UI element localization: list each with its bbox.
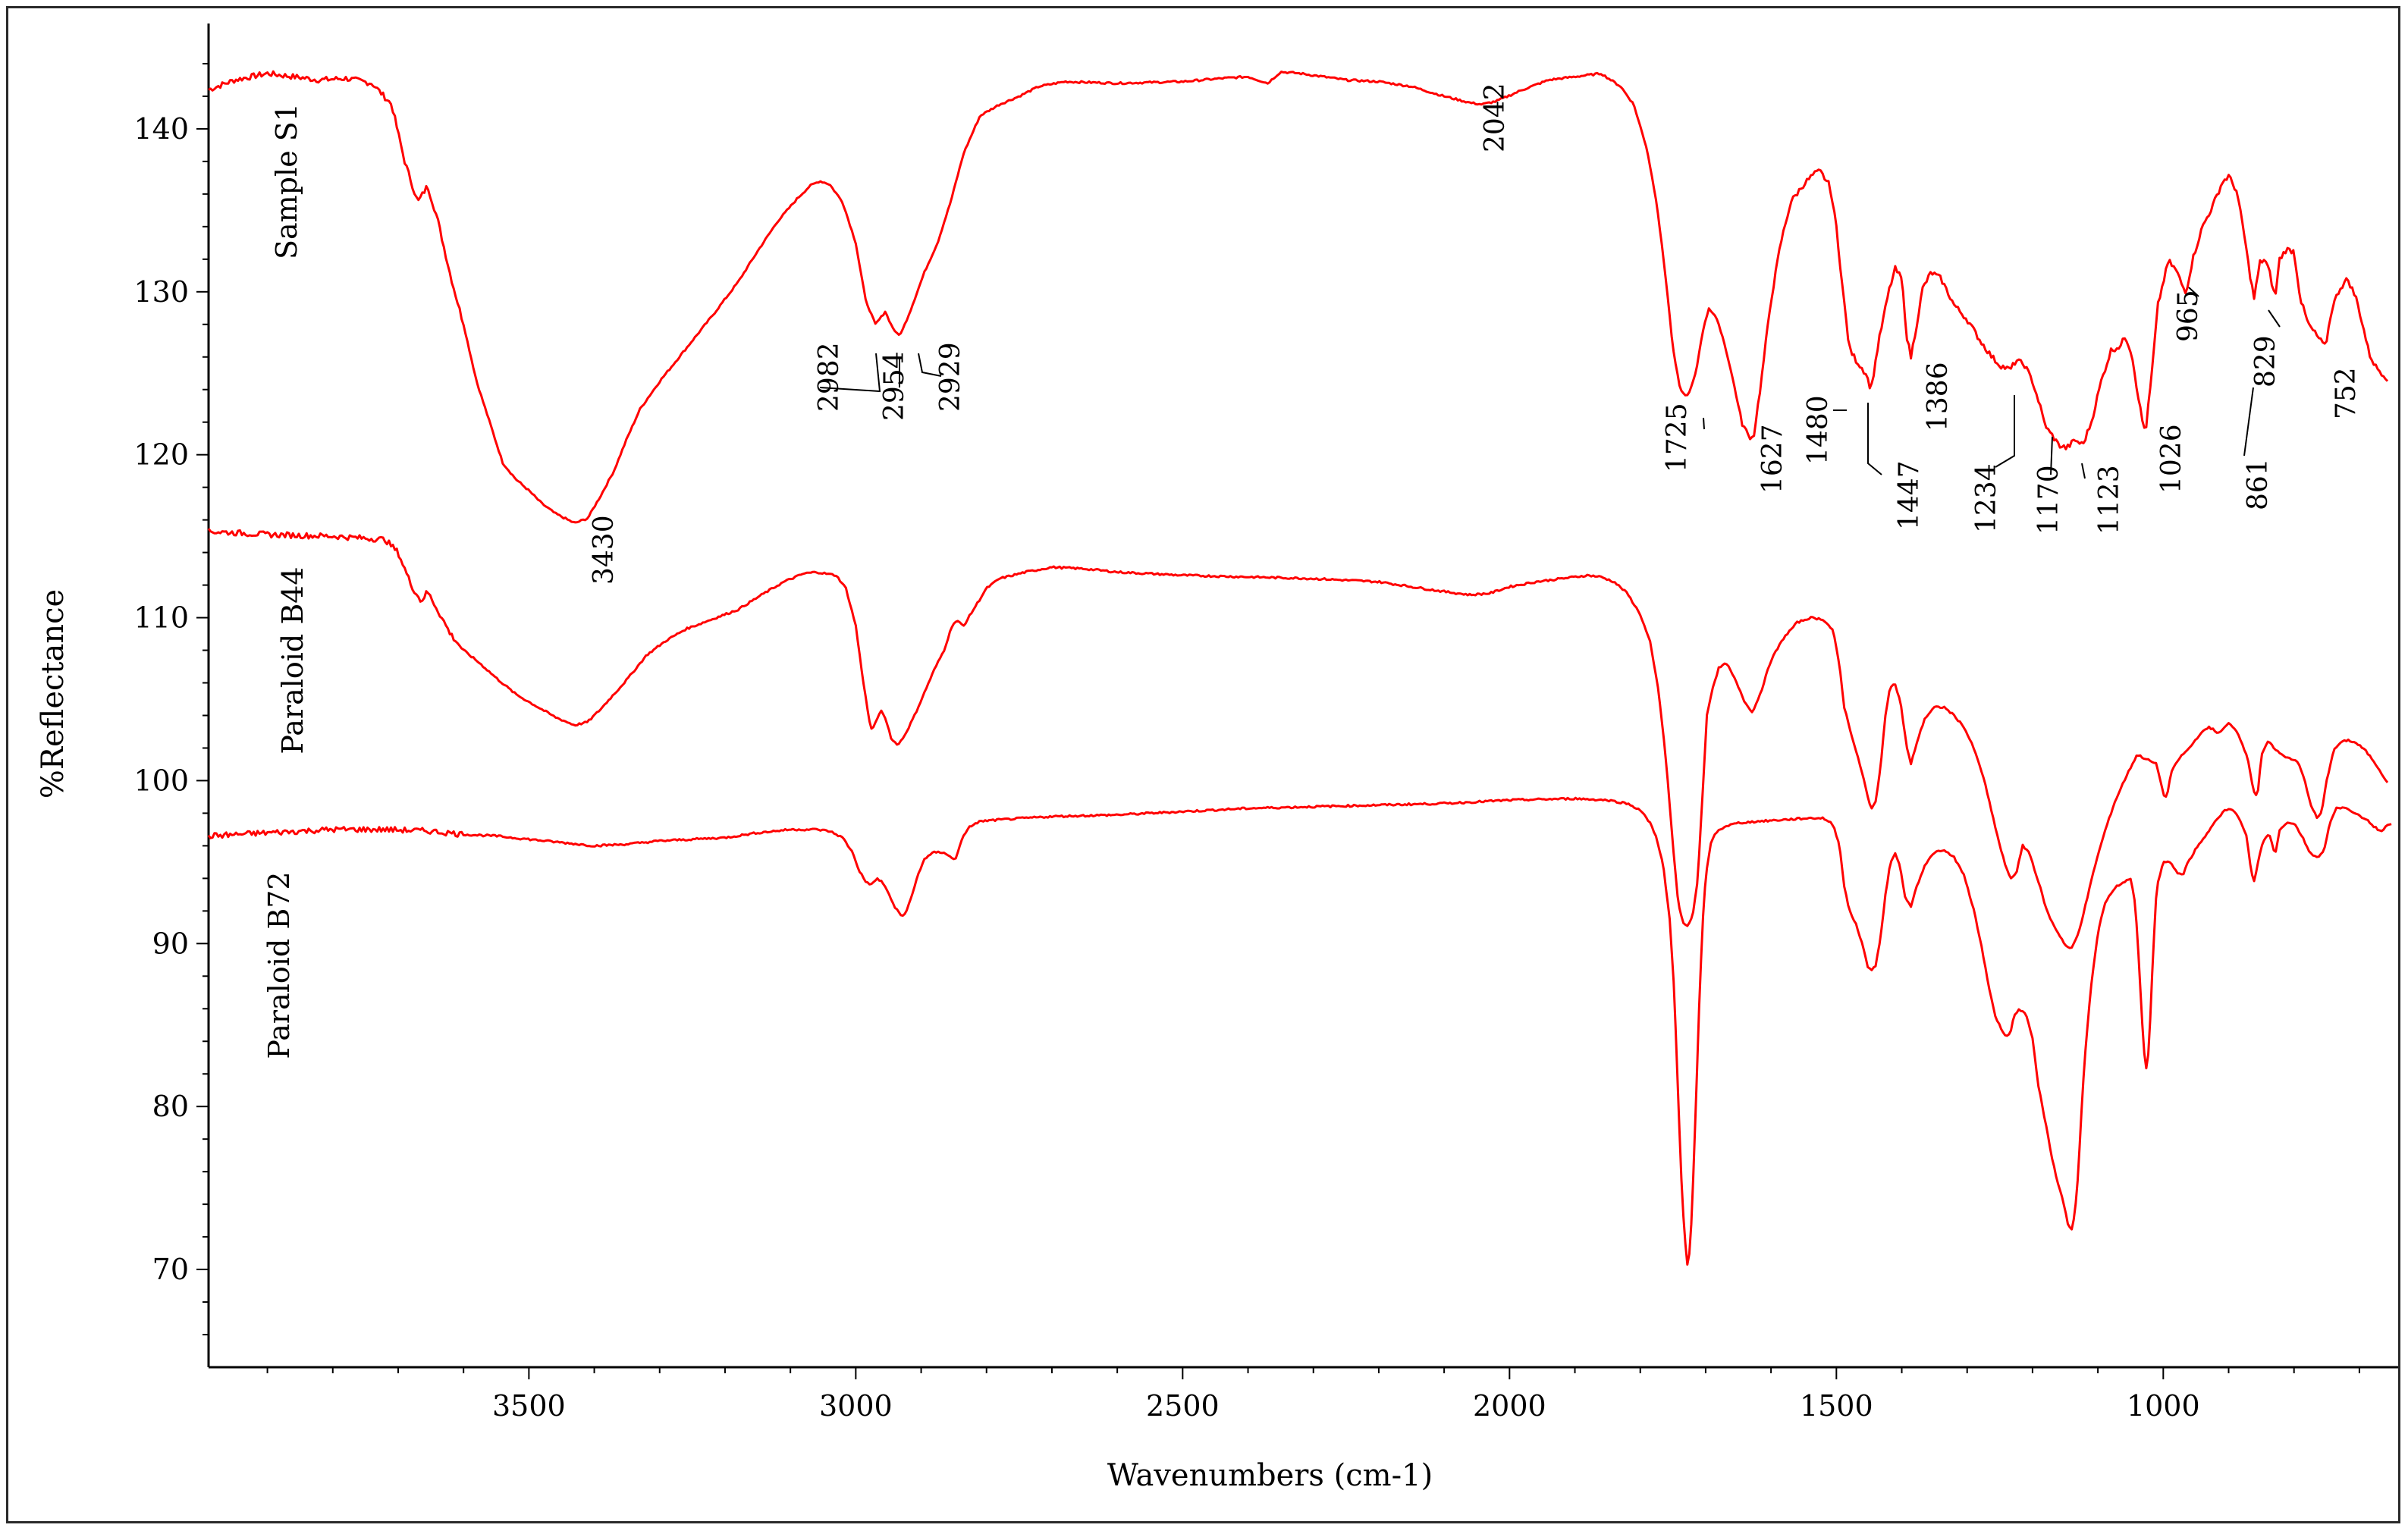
y-tick-label: 80 (152, 1090, 189, 1123)
peak-label: 2982 (814, 342, 845, 412)
y-tick-label: 90 (152, 927, 189, 960)
peak-leader-line (2081, 463, 2086, 479)
x-axis-title: Wavenumbers (cm-1) (1107, 1458, 1433, 1493)
peak-leader-line (2050, 436, 2053, 475)
peak-label: 1627 (1757, 424, 1788, 494)
series-line-2 (207, 528, 2389, 949)
peak-label: 829 (2250, 335, 2281, 387)
ftir-spectrum-chart: 70 80 90 100 110 120 130 140 3500 3000 2500 2000 150… (36, 24, 2398, 1493)
x-tick-label: 2000 (1473, 1389, 1546, 1423)
peak-leader-line (1867, 403, 1882, 475)
peak-label: 861 (2243, 458, 2274, 510)
y-tick-label: 140 (133, 112, 189, 146)
series-line-3 (207, 796, 2392, 1266)
series-line-1 (208, 70, 2389, 524)
label-layer: Sample S1 Paraloid B44 Paraloid B72 3430 298… (262, 83, 2362, 1059)
peak-leader-line (819, 353, 881, 393)
peak-leader-lines (819, 287, 2281, 479)
peak-leader-line (1995, 395, 2015, 468)
peak-label: 1026 (2156, 424, 2187, 494)
peak-label: 1234 (1971, 463, 2002, 533)
y-tick-label: 130 (133, 275, 189, 309)
peak-leader-line (1703, 417, 1705, 430)
x-tick-label: 1500 (1800, 1389, 1873, 1423)
peak-leader-line (2243, 387, 2254, 456)
peak-label: 752 (2331, 367, 2362, 419)
peak-label: 2954 (879, 351, 910, 421)
peak-label: 1447 (1894, 460, 1925, 530)
y-tick-label: 100 (133, 764, 189, 797)
peak-leader-line (918, 353, 942, 377)
y-tick-label: 120 (133, 438, 189, 472)
peak-label: 1725 (1662, 403, 1693, 472)
y-tick-label: 70 (152, 1253, 189, 1286)
peak-label: 1386 (1923, 362, 1954, 431)
peak-label: 1123 (2094, 465, 2125, 535)
peak-label: 3430 (589, 515, 620, 585)
axes: 70 80 90 100 110 120 130 140 3500 3000 2500 2000 150… (133, 24, 2398, 1423)
series-label: Paraloid B44 (276, 566, 309, 754)
series-layer (207, 70, 2392, 1266)
peak-label: 2929 (935, 342, 966, 412)
y-tick-label: 110 (133, 601, 189, 635)
peak-leader-line (2268, 309, 2281, 328)
x-tick-label: 3000 (819, 1389, 893, 1423)
peak-label: 1170 (2033, 465, 2064, 535)
chart-frame: 70 80 90 100 110 120 130 140 3500 3000 2500 2000 150… (6, 6, 2400, 1523)
x-tick-label: 2500 (1146, 1389, 1220, 1423)
series-label: Paraloid B72 (262, 871, 296, 1059)
x-tick-label: 3500 (492, 1389, 566, 1423)
peak-label: 2042 (1480, 83, 1511, 152)
x-tick-label: 1000 (2127, 1389, 2200, 1423)
peak-leader-line (2188, 287, 2199, 297)
y-axis-title: %Reflectance (36, 589, 71, 798)
peak-label: 1480 (1803, 395, 1834, 465)
peak-label: 965 (2173, 290, 2204, 342)
series-label: Sample S1 (270, 103, 303, 259)
